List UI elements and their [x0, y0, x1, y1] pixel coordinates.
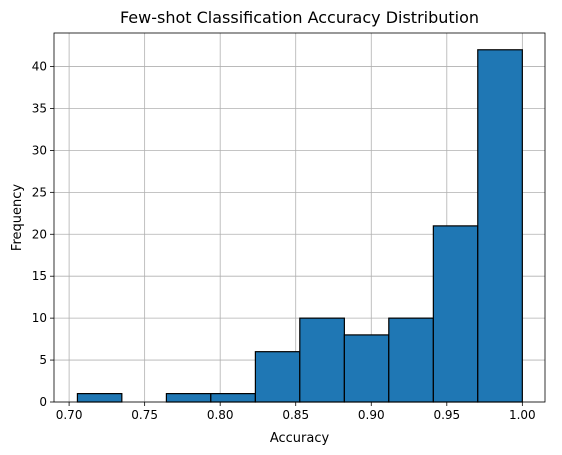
chart-title: Few-shot Classification Accuracy Distrib…: [120, 8, 479, 27]
y-tick-label: 10: [32, 311, 47, 325]
y-tick-label: 35: [32, 101, 47, 115]
histogram-bar: [165, 393, 212, 403]
x-tick-label: 0.95: [433, 408, 460, 422]
x-tick-label: 1.00: [509, 408, 536, 422]
ticks: 0.70 0.75 0.80 0.85 0.90 0.95 1.00 0 5 10 15 20 25 30…: [32, 60, 536, 422]
plot-frame: [53, 32, 546, 403]
y-axis-label: Frequency: [10, 184, 25, 251]
histogram-bar: [388, 317, 434, 403]
histogram-bar: [432, 225, 479, 403]
x-tick-label: 0.70: [56, 408, 83, 422]
y-tick-label: 25: [32, 185, 47, 199]
y-tick-label: 0: [39, 395, 47, 409]
histogram-bar: [254, 351, 301, 403]
y-tick-label: 40: [32, 60, 47, 74]
histogram-bar: [210, 393, 256, 403]
bars: [76, 49, 523, 403]
y-tick-label: 5: [39, 353, 47, 367]
histogram-bar: [477, 49, 523, 403]
y-tick-label: 20: [32, 227, 47, 241]
x-tick-label: 0.85: [282, 408, 309, 422]
y-tick-label: 15: [32, 269, 47, 283]
histogram-bar: [76, 393, 123, 403]
x-tick-label: 0.80: [207, 408, 234, 422]
x-axis-label: Accuracy: [270, 431, 330, 446]
x-tick-label: 0.90: [358, 408, 385, 422]
y-tick-label: 30: [32, 143, 47, 157]
histogram-bar: [299, 317, 345, 403]
x-tick-label: 0.75: [131, 408, 158, 422]
histogram-bar: [343, 334, 390, 403]
